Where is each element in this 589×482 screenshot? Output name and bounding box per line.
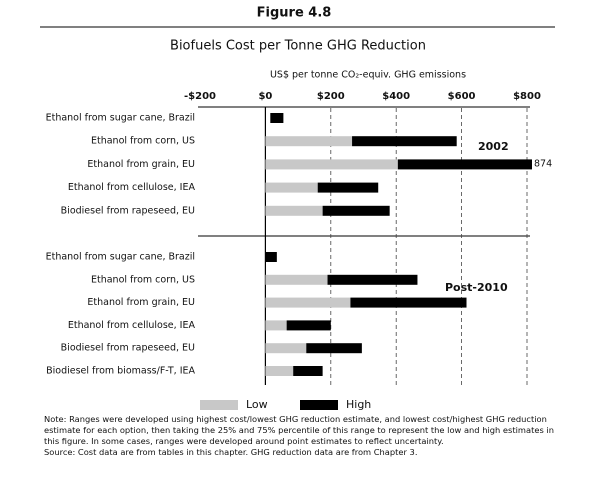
category-label: Ethanol from sugar cane, Brazil (46, 252, 195, 263)
bar (265, 320, 287, 331)
x-tick-label: -$200 (184, 91, 216, 102)
panel-label: Post-2010 (445, 281, 508, 294)
bar (265, 159, 398, 170)
source-text: Source: Cost data are from tables in thi… (44, 447, 418, 457)
x-tick-label: $800 (513, 91, 541, 102)
bar (265, 136, 353, 147)
category-label: Biodiesel from rapeseed, EU (61, 205, 195, 216)
x-tick-label: $400 (382, 91, 410, 102)
category-label: Biodiesel from biomass/F-T, IEA (46, 366, 195, 377)
category-label: Ethanol from grain, EU (87, 159, 195, 170)
category-label: Biodiesel from rapeseed, EU (61, 343, 195, 354)
category-label: Ethanol from cellulose, IEA (68, 182, 196, 193)
legend-label: Low (246, 398, 268, 411)
figure-label: Figure 4.8 (257, 6, 332, 21)
category-label: Ethanol from cellulose, IEA (68, 320, 196, 331)
bar (306, 343, 362, 354)
bar (270, 113, 284, 123)
note-text: Note: Ranges were developed using highes… (44, 414, 554, 446)
category-label: Ethanol from grain, EU (87, 297, 195, 308)
bar (397, 159, 532, 170)
chart-title: Biofuels Cost per Tonne GHG Reduction (170, 39, 426, 54)
bar (350, 297, 467, 308)
x-tick-label: $0 (258, 91, 272, 102)
bar (286, 320, 331, 331)
bar (322, 205, 390, 216)
note: Note: Ranges were developed using highes… (44, 414, 564, 458)
bar (265, 274, 328, 285)
x-tick-label: $600 (448, 91, 476, 102)
bar (327, 274, 418, 285)
bars (265, 113, 532, 376)
category-label: Ethanol from corn, US (91, 136, 195, 147)
bar (265, 343, 307, 354)
bar (265, 366, 294, 376)
bar (317, 182, 379, 193)
bar (293, 366, 323, 376)
legend-swatch (200, 400, 238, 410)
value-label: 874 (534, 159, 552, 170)
x-axis-label: US$ per tonne CO₂-equiv. GHG emissions (270, 70, 466, 81)
bar (265, 297, 351, 308)
category-label: Ethanol from sugar cane, Brazil (46, 113, 195, 124)
legend-swatch (300, 400, 338, 410)
bar (265, 182, 318, 193)
x-tick-label: $200 (317, 91, 345, 102)
legend-label: High (346, 398, 371, 411)
bar (265, 205, 323, 216)
category-label: Ethanol from corn, US (91, 274, 195, 285)
panel-label: 2002 (478, 140, 509, 153)
bar (352, 136, 457, 147)
bar (265, 252, 277, 262)
